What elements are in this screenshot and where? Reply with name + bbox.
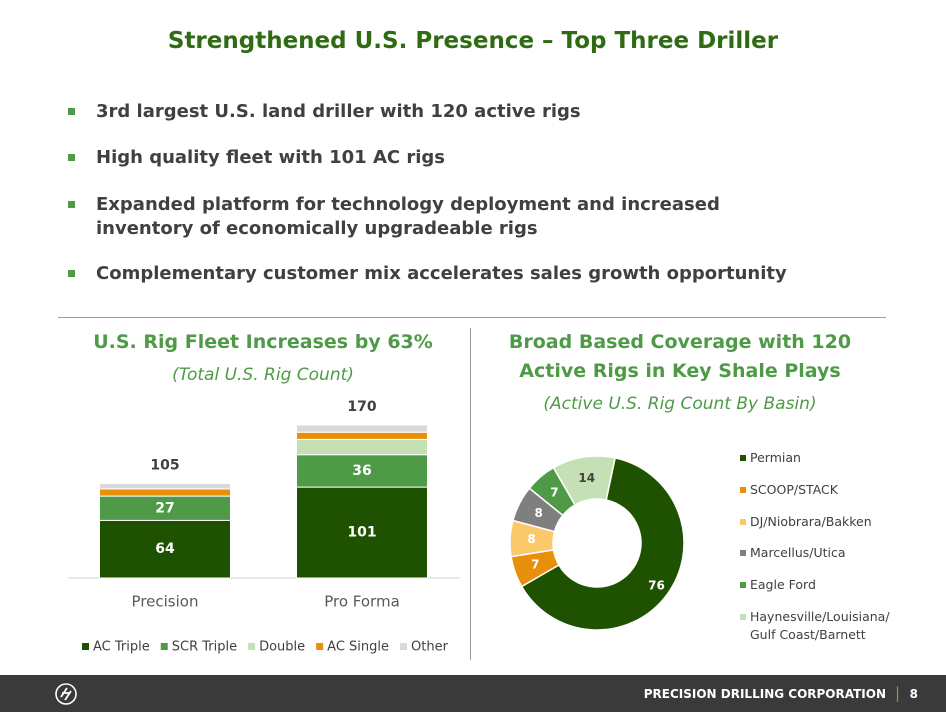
data-label: 36 — [352, 463, 371, 479]
legend-label: Marcellus/Utica — [750, 545, 846, 560]
bar-segment — [296, 431, 428, 440]
x-tick-label: Pro Forma — [324, 593, 400, 611]
legend-label: SCR Triple — [172, 640, 237, 655]
legend-label: DJ/Niobrara/Bakken — [750, 514, 872, 529]
bullet: 3rd largest U.S. land driller with 120 a… — [96, 101, 581, 122]
legend-label: AC Triple — [93, 640, 150, 655]
bar-segment — [296, 438, 428, 456]
bar-segment — [99, 519, 231, 579]
x-tick-label: Precision — [132, 593, 199, 611]
bar-segment — [296, 486, 428, 579]
legend-marker — [740, 614, 746, 620]
chart-title: Broad Based Coverage with 120 Active Rig… — [508, 331, 852, 382]
data-label: 7 — [531, 557, 539, 571]
slide-title: Strengthened U.S. Presence – Top Three D… — [167, 28, 779, 54]
data-label: 101 — [347, 525, 376, 541]
legend-label: AC Single — [327, 640, 389, 655]
legend-label: Haynesville/Louisiana/ Gulf Coast/Barnet… — [750, 609, 890, 642]
legend-label: Permian — [750, 450, 801, 465]
legend-marker — [740, 582, 746, 588]
legend-marker — [740, 550, 746, 556]
divider — [58, 317, 886, 318]
data-label: 8 — [527, 532, 535, 546]
data-label: 76 — [648, 579, 665, 593]
chart-subtitle: (Total U.S. Rig Count) — [172, 365, 354, 385]
bar-segment — [99, 488, 231, 497]
legend-marker — [400, 643, 407, 650]
data-label: 7 — [550, 486, 558, 500]
company-name: PRECISION DRILLING CORPORATION — [643, 687, 886, 701]
chart-subtitle: (Active U.S. Rig Count By Basin) — [543, 394, 817, 414]
bullet-marker — [68, 154, 75, 161]
legend-marker — [740, 455, 746, 461]
legend-marker — [740, 487, 746, 493]
legend-marker — [316, 643, 324, 650]
total-label: 105 — [150, 458, 179, 474]
bullet-marker — [68, 270, 75, 277]
data-label: 27 — [155, 500, 174, 516]
bar-segment — [99, 495, 231, 521]
bar-segment — [296, 424, 428, 433]
legend-label: Other — [411, 640, 449, 655]
bullet: Complementary customer mix accelerates s… — [96, 263, 787, 284]
footer: PRECISION DRILLING CORPORATION | 8 — [0, 675, 946, 712]
data-label: 8 — [534, 506, 542, 520]
separator: | — [894, 684, 900, 702]
chart-title: U.S. Rig Fleet Increases by 63% — [93, 331, 433, 353]
total-label: 170 — [347, 399, 376, 415]
bar-segment — [296, 454, 428, 488]
legend-marker — [740, 519, 746, 525]
legend-marker — [160, 643, 168, 650]
legend-label: SCOOP/STACK — [750, 482, 838, 497]
legend-label: Double — [259, 640, 305, 655]
bullet: Expanded platform for technology deploym… — [96, 194, 720, 239]
legend-marker — [248, 643, 256, 650]
bar-segment — [99, 483, 231, 490]
bar-chart: 64 27 105 Precision 101 36 170 Pro Forma AC Trip… — [68, 399, 460, 655]
bullet-marker — [68, 201, 75, 208]
page-number: 8 — [909, 687, 918, 701]
logo — [55, 683, 77, 705]
legend-marker — [82, 643, 89, 650]
legend-label: Eagle Ford — [750, 577, 816, 592]
bullet: High quality fleet with 101 AC rigs — [96, 147, 445, 168]
divider — [470, 328, 471, 660]
data-label: 14 — [578, 471, 595, 485]
donut-slice — [520, 457, 685, 631]
bullet-marker — [68, 108, 75, 115]
data-label: 64 — [155, 541, 175, 557]
donut-slice — [552, 455, 616, 506]
